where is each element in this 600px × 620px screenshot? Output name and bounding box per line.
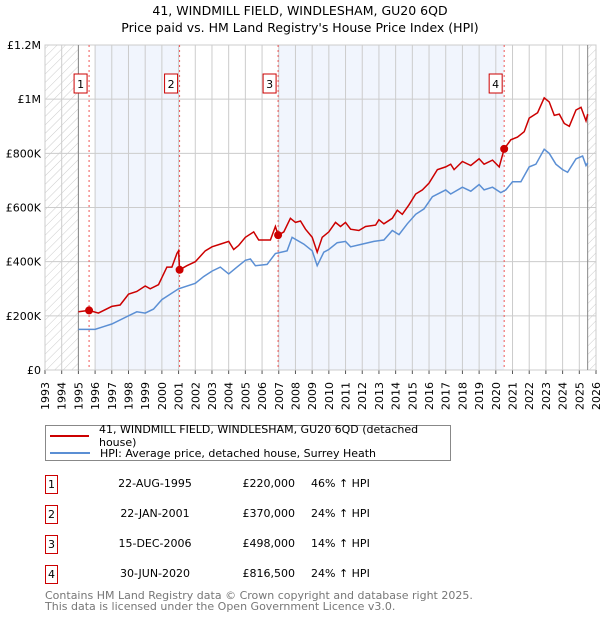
sale-price: £816,500 xyxy=(242,567,296,580)
x-tick-label: 1999 xyxy=(139,382,152,410)
x-tick-label: 2025 xyxy=(573,382,586,410)
x-tick-label: 2026 xyxy=(590,382,600,410)
sale-label: 3 xyxy=(266,78,273,91)
sale-date: 15-DEC-2006 xyxy=(118,537,192,550)
sale-label-box xyxy=(262,73,277,94)
sale-label-box xyxy=(164,73,179,94)
y-tick-label: £0 xyxy=(27,364,41,377)
x-tick-label: 1996 xyxy=(89,382,102,410)
x-tick-label: 2013 xyxy=(373,382,386,410)
legend-item-hpi: HPI: Average price, detached house, Surr… xyxy=(50,445,376,461)
sale-label-box xyxy=(488,73,503,94)
sale-price: £498,000 xyxy=(242,537,296,550)
x-tick-label: 2023 xyxy=(540,382,553,410)
y-tick-label: £400K xyxy=(6,256,42,269)
sale-label: 2 xyxy=(168,78,175,91)
sale-row: 2 22-JAN-2001 £370,000 24% ↑ HPI xyxy=(45,505,465,525)
sale-row: 4 30-JUN-2020 £816,500 24% ↑ HPI xyxy=(45,565,465,585)
y-tick-label: £1.2M xyxy=(7,39,41,52)
x-tick-label: 2000 xyxy=(156,382,169,410)
y-tick-label: £200K xyxy=(6,310,42,323)
sale-hpi-change: 46% ↑ HPI xyxy=(311,477,370,490)
x-tick-label: 1995 xyxy=(72,382,85,410)
x-tick-label: 2020 xyxy=(490,382,503,410)
x-tick-label: 2011 xyxy=(340,382,353,410)
y-tick-label: £600K xyxy=(6,202,42,215)
sale-row: 1 22-AUG-1995 £220,000 46% ↑ HPI xyxy=(45,475,465,495)
x-tick-label: 1997 xyxy=(106,382,119,410)
sale-date: 30-JUN-2020 xyxy=(119,567,191,580)
x-tick-label: 2012 xyxy=(356,382,369,410)
x-tick-label: 2018 xyxy=(456,382,469,410)
sale-date: 22-AUG-1995 xyxy=(118,477,192,490)
series-line xyxy=(78,96,589,314)
x-tick-label: 2008 xyxy=(289,382,302,410)
x-tick-label: 2003 xyxy=(206,382,219,410)
x-tick-label: 2007 xyxy=(273,382,286,410)
x-tick-label: 2004 xyxy=(223,382,236,410)
legend-swatch-red xyxy=(50,435,89,437)
sale-point xyxy=(175,265,184,274)
x-tick-label: 2021 xyxy=(507,382,520,410)
x-tick-label: 2009 xyxy=(306,382,319,410)
sale-number-badge: 1 xyxy=(45,475,58,494)
sale-hpi-change: 24% ↑ HPI xyxy=(311,507,370,520)
series-line xyxy=(78,148,589,331)
x-tick-label: 1993 xyxy=(39,382,52,410)
y-tick-label: £800K xyxy=(6,147,42,160)
legend: 41, WINDMILL FIELD, WINDLESHAM, GU20 6QD… xyxy=(45,423,451,461)
sale-point xyxy=(274,231,283,240)
x-tick-label: 1998 xyxy=(122,382,135,410)
sale-price: £220,000 xyxy=(242,477,296,490)
sale-label: 4 xyxy=(492,78,499,91)
x-tick-label: 2010 xyxy=(323,382,336,410)
x-tick-label: 2024 xyxy=(557,382,570,410)
chart-title: 41, WINDMILL FIELD, WINDLESHAM, GU20 6QD xyxy=(152,3,448,18)
legend-label: 41, WINDMILL FIELD, WINDLESHAM, GU20 6QD… xyxy=(98,423,419,449)
legend-swatch-blue xyxy=(50,452,90,454)
sale-point xyxy=(85,306,94,315)
sale-label: 1 xyxy=(77,78,84,91)
x-tick-label: 2014 xyxy=(390,382,403,410)
footer: Contains HM Land Registry data © Crown c… xyxy=(45,590,473,612)
x-tick-label: 2016 xyxy=(423,382,436,410)
legend-label: HPI: Average price, detached house, Surr… xyxy=(100,446,377,460)
x-tick-label: 2001 xyxy=(173,382,186,410)
sale-number-badge: 4 xyxy=(45,565,58,584)
sale-label-box xyxy=(73,73,88,94)
legend-item-property: 41, WINDMILL FIELD, WINDLESHAM, GU20 6QD… xyxy=(50,423,450,449)
footer-licence: This data is licensed under the Open Gov… xyxy=(45,600,396,613)
x-tick-label: 2019 xyxy=(473,382,486,410)
sale-number-badge: 3 xyxy=(45,535,58,554)
sale-hpi-change: 14% ↑ HPI xyxy=(311,537,370,550)
sale-row: 3 15-DEC-2006 £498,000 14% ↑ HPI xyxy=(45,535,465,555)
x-tick-label: 2022 xyxy=(523,382,536,410)
sale-date: 22-JAN-2001 xyxy=(120,507,190,520)
x-tick-label: 2002 xyxy=(189,382,202,410)
x-tick-label: 2017 xyxy=(440,382,453,410)
x-tick-label: 2015 xyxy=(406,382,419,410)
sale-number-badge: 2 xyxy=(45,505,58,524)
footer-copyright: Contains HM Land Registry data © Crown c… xyxy=(45,589,473,602)
y-tick-label: £1M xyxy=(18,93,42,106)
chart-subtitle: Price paid vs. HM Land Registry's House … xyxy=(121,20,479,35)
sale-point xyxy=(500,144,509,153)
x-tick-label: 2005 xyxy=(239,382,252,410)
x-tick-label: 2006 xyxy=(256,382,269,410)
plot-area: 1993 1994 1995 1996 1997 1998 1999 2000 2001 2002… xyxy=(6,39,600,410)
sale-hpi-change: 24% ↑ HPI xyxy=(311,567,370,580)
x-tick-label: 1994 xyxy=(56,382,69,410)
sale-price: £370,000 xyxy=(242,507,296,520)
